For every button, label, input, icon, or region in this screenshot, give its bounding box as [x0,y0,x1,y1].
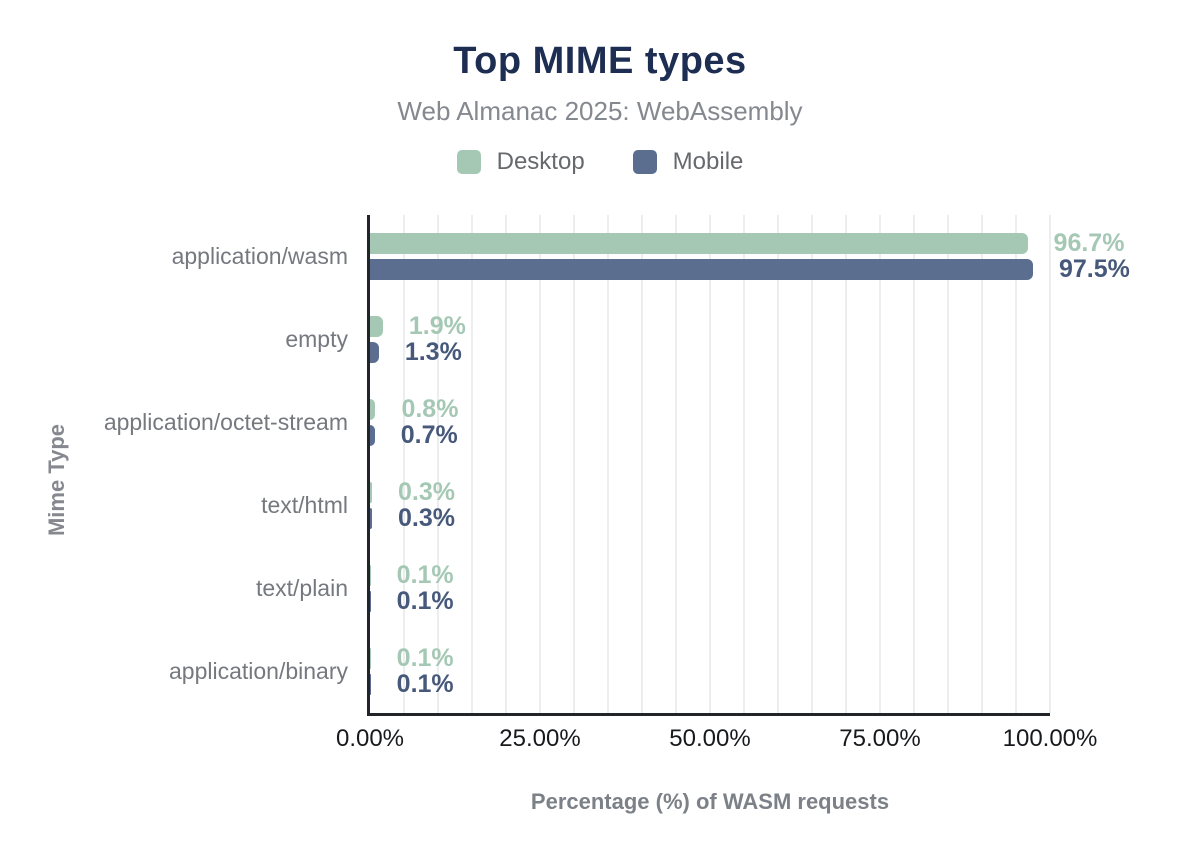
gridline-80pct [913,215,915,713]
gridline-95pct [1015,215,1017,713]
x-tick-label-0: 0.00% [335,725,405,752]
bar-group: 0.1% 0.1% [370,547,454,630]
bar-desktop-text-html[interactable] [370,482,373,503]
bar-desktop-empty[interactable] [370,316,383,337]
x-tick-label-100: 100.00% [1002,725,1098,752]
table-row: application/binary 0.1% 0.1% [0,630,1200,713]
bar-group: 1.9% 1.3% [370,298,466,381]
chart-title: Top MIME types [453,40,747,82]
bar-value-label: 0.3% [398,478,456,506]
legend-swatch-mobile [632,150,657,174]
bar-mobile-application-octet-stream[interactable] [370,425,375,446]
bar-group: 0.1% 0.1% [370,630,454,713]
plot-area [367,215,1051,716]
x-tick-label-50: 50.00% [669,725,751,752]
gridline-10pct [437,215,439,713]
legend-item-desktop[interactable]: Desktop [456,148,585,176]
bar-desktop-text-plain[interactable] [370,565,371,586]
category-label-application-binary: application/binary [168,658,348,684]
bar-value-label: 0.1% [396,561,454,589]
x-axis-title: Percentage (%) of WASM requests [530,789,890,814]
legend: Desktop Mobile [0,148,1200,176]
gridline-50pct [709,215,711,713]
bar-line: 0.8% [370,395,459,423]
gridline-20pct [505,215,507,713]
gridline-25pct [539,215,541,713]
bar-mobile-empty[interactable] [370,342,379,363]
category-label-text-plain: text/plain [255,575,348,601]
y-axis-line [367,215,370,713]
legend-label: Desktop [496,148,585,175]
bar-line: 1.9% [370,312,466,340]
bar-group: 0.3% 0.3% [370,464,455,547]
bar-value-label: 0.7% [400,421,458,449]
gridline-90pct [981,215,983,713]
bar-desktop-application-octet-stream[interactable] [370,399,376,420]
bar-value-label: 1.3% [404,338,462,366]
x-tick-label-25: 25.00% [499,725,581,752]
bar-line: 0.1% [370,587,454,615]
bar-value-label: 97.5% [1059,255,1130,283]
bar-value-label: 0.1% [396,587,454,615]
bar-value-label: 0.3% [398,504,456,532]
bar-desktop-application-binary[interactable] [370,648,371,669]
gridline-100pct [1049,215,1051,713]
category-label-application-octet-stream: application/octet-stream [103,409,348,435]
bar-value-label: 0.8% [401,395,459,423]
gridline-75pct [879,215,881,713]
bar-line: 1.3% [370,338,466,366]
bar-line: 0.7% [370,421,458,449]
legend-label: Mobile [672,148,744,175]
gridline-5pct [403,215,405,713]
bar-mobile-application-wasm[interactable] [370,259,1033,280]
gridline-70pct [845,215,847,713]
bar-line: 0.1% [370,644,454,672]
category-label-application-wasm: application/wasm [171,243,348,269]
bar-value-label: 0.1% [396,644,454,672]
bar-mobile-application-binary[interactable] [370,674,371,695]
bar-value-label: 0.1% [396,670,454,698]
bar-rows: application/wasm 96.7% 97.5% empty 1.9% 1.3% a… [0,215,1200,713]
bar-line: 0.3% [370,504,456,532]
bar-value-label: 96.7% [1053,229,1125,257]
chart-subtitle: Web Almanac 2025: WebAssembly [397,96,803,126]
bar-line: 0.1% [370,561,454,589]
x-axis-line [367,713,1050,716]
table-row: application/octet-stream 0.8% 0.7% [0,381,1200,464]
table-row: empty 1.9% 1.3% [0,298,1200,381]
bar-line: 96.7% [370,229,1130,257]
bar-line: 97.5% [370,255,1130,283]
legend-item-mobile[interactable]: Mobile [632,148,744,176]
bar-desktop-application-wasm[interactable] [370,233,1028,254]
x-tick-label-75: 75.00% [839,725,921,752]
table-row: text/html 0.3% 0.3% [0,464,1200,547]
table-row: application/wasm 96.7% 97.5% [0,215,1200,298]
gridline-30pct [573,215,575,713]
gridline-35pct [607,215,609,713]
legend-swatch-desktop [456,150,481,174]
bar-value-label: 1.9% [408,312,466,340]
table-row: text/plain 0.1% 0.1% [0,547,1200,630]
gridline-15pct [471,215,473,713]
bar-line: 0.1% [370,670,454,698]
gridline-45pct [675,215,677,713]
category-label-empty: empty [285,326,348,352]
x-axis: 0.00% 25.00% 50.00% 75.00% 100.00% [0,725,1200,755]
category-label-text-html: text/html [261,492,348,518]
bar-line: 0.3% [370,478,456,506]
bar-mobile-text-html[interactable] [370,508,373,529]
gridline-55pct [743,215,745,713]
gridline-60pct [777,215,779,713]
gridline-65pct [811,215,813,713]
bar-mobile-text-plain[interactable] [370,591,371,612]
bar-group: 96.7% 97.5% [370,215,1130,298]
bar-group: 0.8% 0.7% [370,381,458,464]
gridline-40pct [641,215,643,713]
gridline-85pct [947,215,949,713]
